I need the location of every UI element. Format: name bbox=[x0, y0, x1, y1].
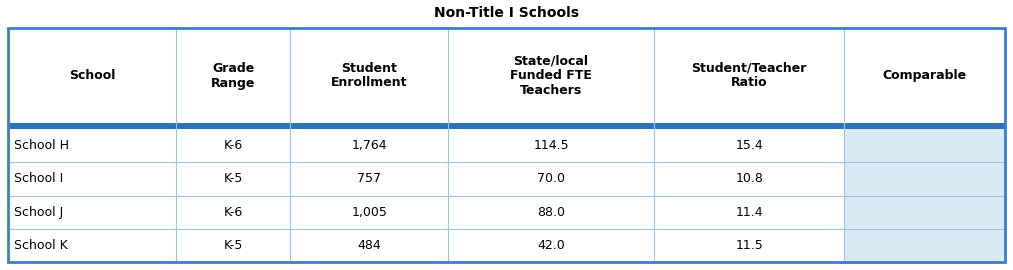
Bar bbox=[844, 129, 1005, 162]
Text: School: School bbox=[69, 69, 115, 82]
Bar bbox=[8, 229, 844, 262]
Text: 1,005: 1,005 bbox=[352, 206, 387, 219]
Text: 11.4: 11.4 bbox=[735, 206, 763, 219]
Text: Comparable: Comparable bbox=[882, 69, 966, 82]
Text: K-6: K-6 bbox=[224, 206, 243, 219]
Text: State/local
Funded FTE
Teachers: State/local Funded FTE Teachers bbox=[511, 54, 592, 97]
Text: K-6: K-6 bbox=[224, 139, 243, 152]
Bar bbox=[8, 28, 1005, 262]
Text: 757: 757 bbox=[358, 172, 381, 185]
Text: Student/Teacher
Ratio: Student/Teacher Ratio bbox=[692, 62, 807, 89]
Bar bbox=[8, 195, 844, 229]
Text: School J: School J bbox=[14, 206, 63, 219]
Text: 1,764: 1,764 bbox=[352, 139, 387, 152]
Text: 10.8: 10.8 bbox=[735, 172, 763, 185]
Text: K-5: K-5 bbox=[224, 172, 243, 185]
Text: 114.5: 114.5 bbox=[533, 139, 569, 152]
Text: Grade
Range: Grade Range bbox=[211, 62, 255, 89]
Text: School I: School I bbox=[14, 172, 63, 185]
Bar bbox=[8, 162, 844, 195]
Bar bbox=[8, 129, 844, 162]
Text: 11.5: 11.5 bbox=[735, 239, 763, 252]
Text: 15.4: 15.4 bbox=[735, 139, 763, 152]
Text: School H: School H bbox=[14, 139, 69, 152]
Bar bbox=[8, 123, 1005, 129]
Bar bbox=[844, 229, 1005, 262]
Text: 70.0: 70.0 bbox=[537, 172, 565, 185]
Text: 42.0: 42.0 bbox=[537, 239, 565, 252]
Text: Student
Enrollment: Student Enrollment bbox=[331, 62, 407, 89]
Text: 88.0: 88.0 bbox=[537, 206, 565, 219]
Text: School K: School K bbox=[14, 239, 68, 252]
Text: 484: 484 bbox=[358, 239, 381, 252]
Text: K-5: K-5 bbox=[224, 239, 243, 252]
Bar bbox=[844, 195, 1005, 229]
Text: Non-Title I Schools: Non-Title I Schools bbox=[434, 6, 579, 20]
Bar bbox=[844, 162, 1005, 195]
Bar bbox=[8, 28, 1005, 123]
